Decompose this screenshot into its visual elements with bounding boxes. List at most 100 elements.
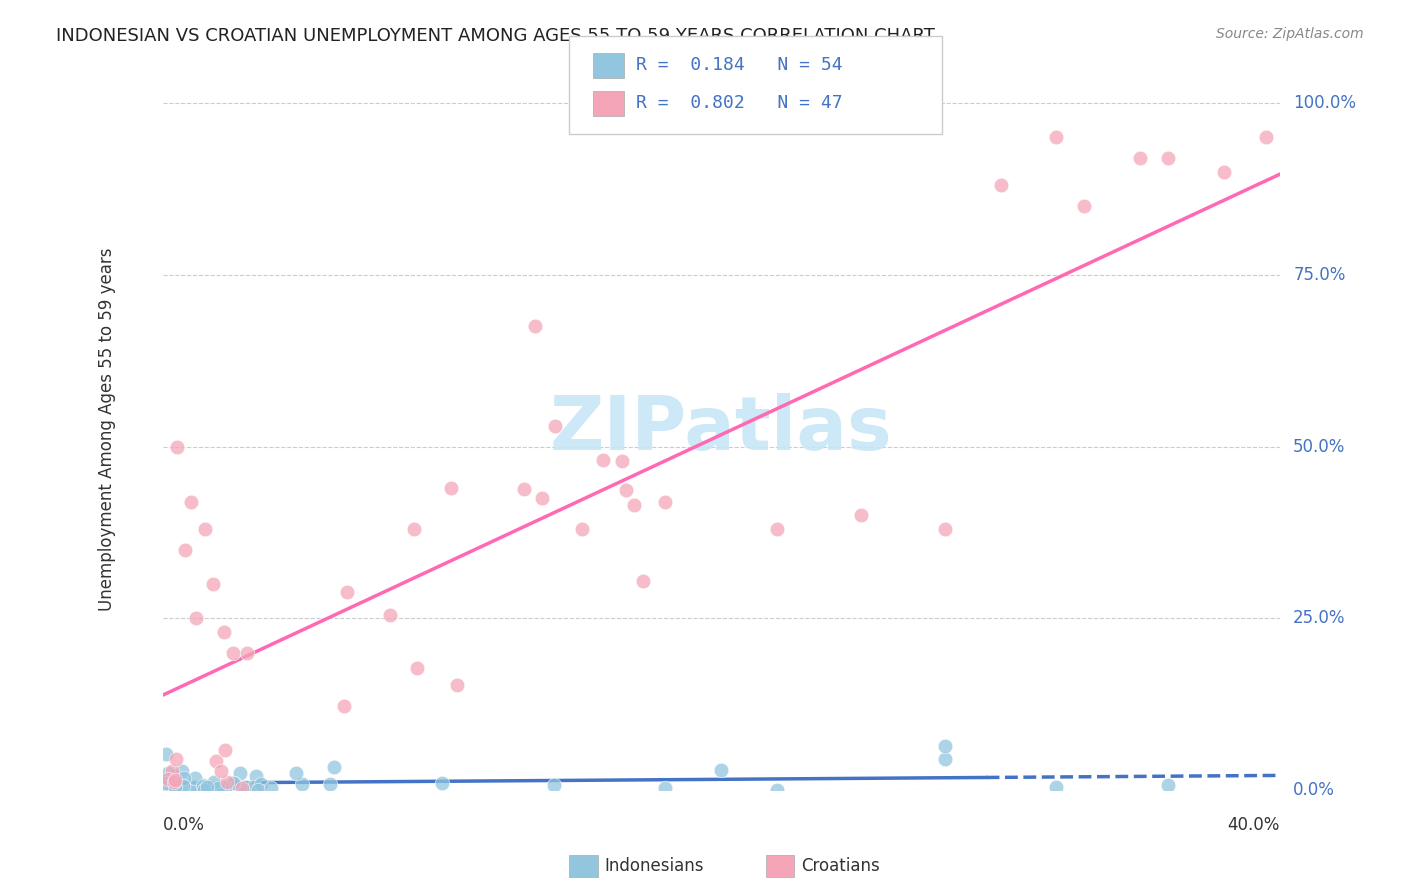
Point xyxy=(202,775,225,789)
Point xyxy=(165,780,187,795)
Point xyxy=(633,574,655,588)
Point xyxy=(207,780,229,795)
Point xyxy=(245,769,267,783)
Point xyxy=(211,780,233,795)
Point xyxy=(612,454,634,468)
Point xyxy=(523,319,546,334)
Point xyxy=(233,780,256,794)
Point xyxy=(291,777,314,791)
Text: R =  0.184   N = 54: R = 0.184 N = 54 xyxy=(636,56,842,74)
Point xyxy=(195,783,218,797)
Point xyxy=(183,771,205,785)
Point xyxy=(260,780,283,795)
Point xyxy=(934,522,956,536)
Point xyxy=(173,772,195,786)
Point xyxy=(191,779,214,793)
Point xyxy=(440,481,463,495)
Point xyxy=(160,780,183,794)
Point xyxy=(229,765,252,780)
Point xyxy=(163,775,186,789)
Point xyxy=(247,783,270,797)
Point xyxy=(323,759,346,773)
Point xyxy=(654,780,676,795)
Point xyxy=(319,777,342,791)
Text: 0.0%: 0.0% xyxy=(163,815,205,834)
Point xyxy=(165,779,187,793)
Point xyxy=(157,772,180,787)
Text: ZIPatlas: ZIPatlas xyxy=(550,393,893,466)
Point xyxy=(990,178,1012,193)
Point xyxy=(159,775,181,789)
Point xyxy=(1129,151,1152,165)
Point xyxy=(571,522,593,536)
Point xyxy=(208,780,231,795)
Point xyxy=(191,778,214,792)
Text: 100.0%: 100.0% xyxy=(1294,94,1357,112)
Point xyxy=(934,751,956,765)
Point xyxy=(204,780,226,795)
Point xyxy=(614,483,637,497)
Point xyxy=(232,782,254,797)
Text: INDONESIAN VS CROATIAN UNEMPLOYMENT AMONG AGES 55 TO 59 YEARS CORRELATION CHART: INDONESIAN VS CROATIAN UNEMPLOYMENT AMON… xyxy=(56,27,935,45)
Point xyxy=(430,776,453,790)
Point xyxy=(530,491,553,505)
Point xyxy=(193,783,215,797)
Point xyxy=(378,607,401,622)
Point xyxy=(177,782,200,797)
Point xyxy=(336,585,359,599)
Point xyxy=(592,453,614,467)
Point xyxy=(543,418,565,433)
Point xyxy=(934,739,956,753)
Point xyxy=(766,522,789,536)
Point xyxy=(405,661,427,675)
Point xyxy=(195,780,218,795)
Text: 40.0%: 40.0% xyxy=(1227,815,1279,834)
Point xyxy=(172,779,194,793)
Point xyxy=(250,777,273,791)
Point xyxy=(165,773,187,788)
Point xyxy=(155,776,177,790)
Point xyxy=(209,764,232,778)
Point xyxy=(166,781,188,796)
Point xyxy=(217,780,239,794)
Point xyxy=(162,769,184,783)
Text: R =  0.802   N = 47: R = 0.802 N = 47 xyxy=(636,95,842,112)
Point xyxy=(186,611,208,625)
Point xyxy=(166,440,188,454)
Point xyxy=(205,755,228,769)
Point xyxy=(205,783,228,797)
Text: 50.0%: 50.0% xyxy=(1294,438,1346,456)
Text: 0.0%: 0.0% xyxy=(1294,781,1336,799)
Text: Indonesians: Indonesians xyxy=(605,857,704,875)
Point xyxy=(333,699,356,714)
Point xyxy=(214,625,236,640)
Point xyxy=(231,781,253,796)
Point xyxy=(156,782,179,797)
Point xyxy=(190,780,212,794)
Point xyxy=(160,764,183,779)
Point xyxy=(1157,778,1180,792)
Text: 25.0%: 25.0% xyxy=(1294,609,1346,627)
Point xyxy=(285,765,308,780)
Point xyxy=(446,678,468,692)
Point xyxy=(710,763,733,777)
Point xyxy=(194,522,217,536)
Point xyxy=(512,482,534,496)
Point xyxy=(174,542,197,557)
Point xyxy=(224,776,246,790)
Point xyxy=(214,780,236,795)
Point xyxy=(1073,199,1095,213)
Point xyxy=(766,782,789,797)
Point xyxy=(1045,130,1067,145)
Point xyxy=(1254,130,1277,145)
Point xyxy=(180,494,202,508)
Point xyxy=(222,776,245,790)
Point xyxy=(243,780,266,794)
Point xyxy=(157,766,180,780)
Point xyxy=(623,498,645,512)
Point xyxy=(155,747,177,761)
Point xyxy=(172,764,194,778)
Point xyxy=(1157,151,1180,165)
Text: Croatians: Croatians xyxy=(801,857,880,875)
Point xyxy=(184,780,207,794)
